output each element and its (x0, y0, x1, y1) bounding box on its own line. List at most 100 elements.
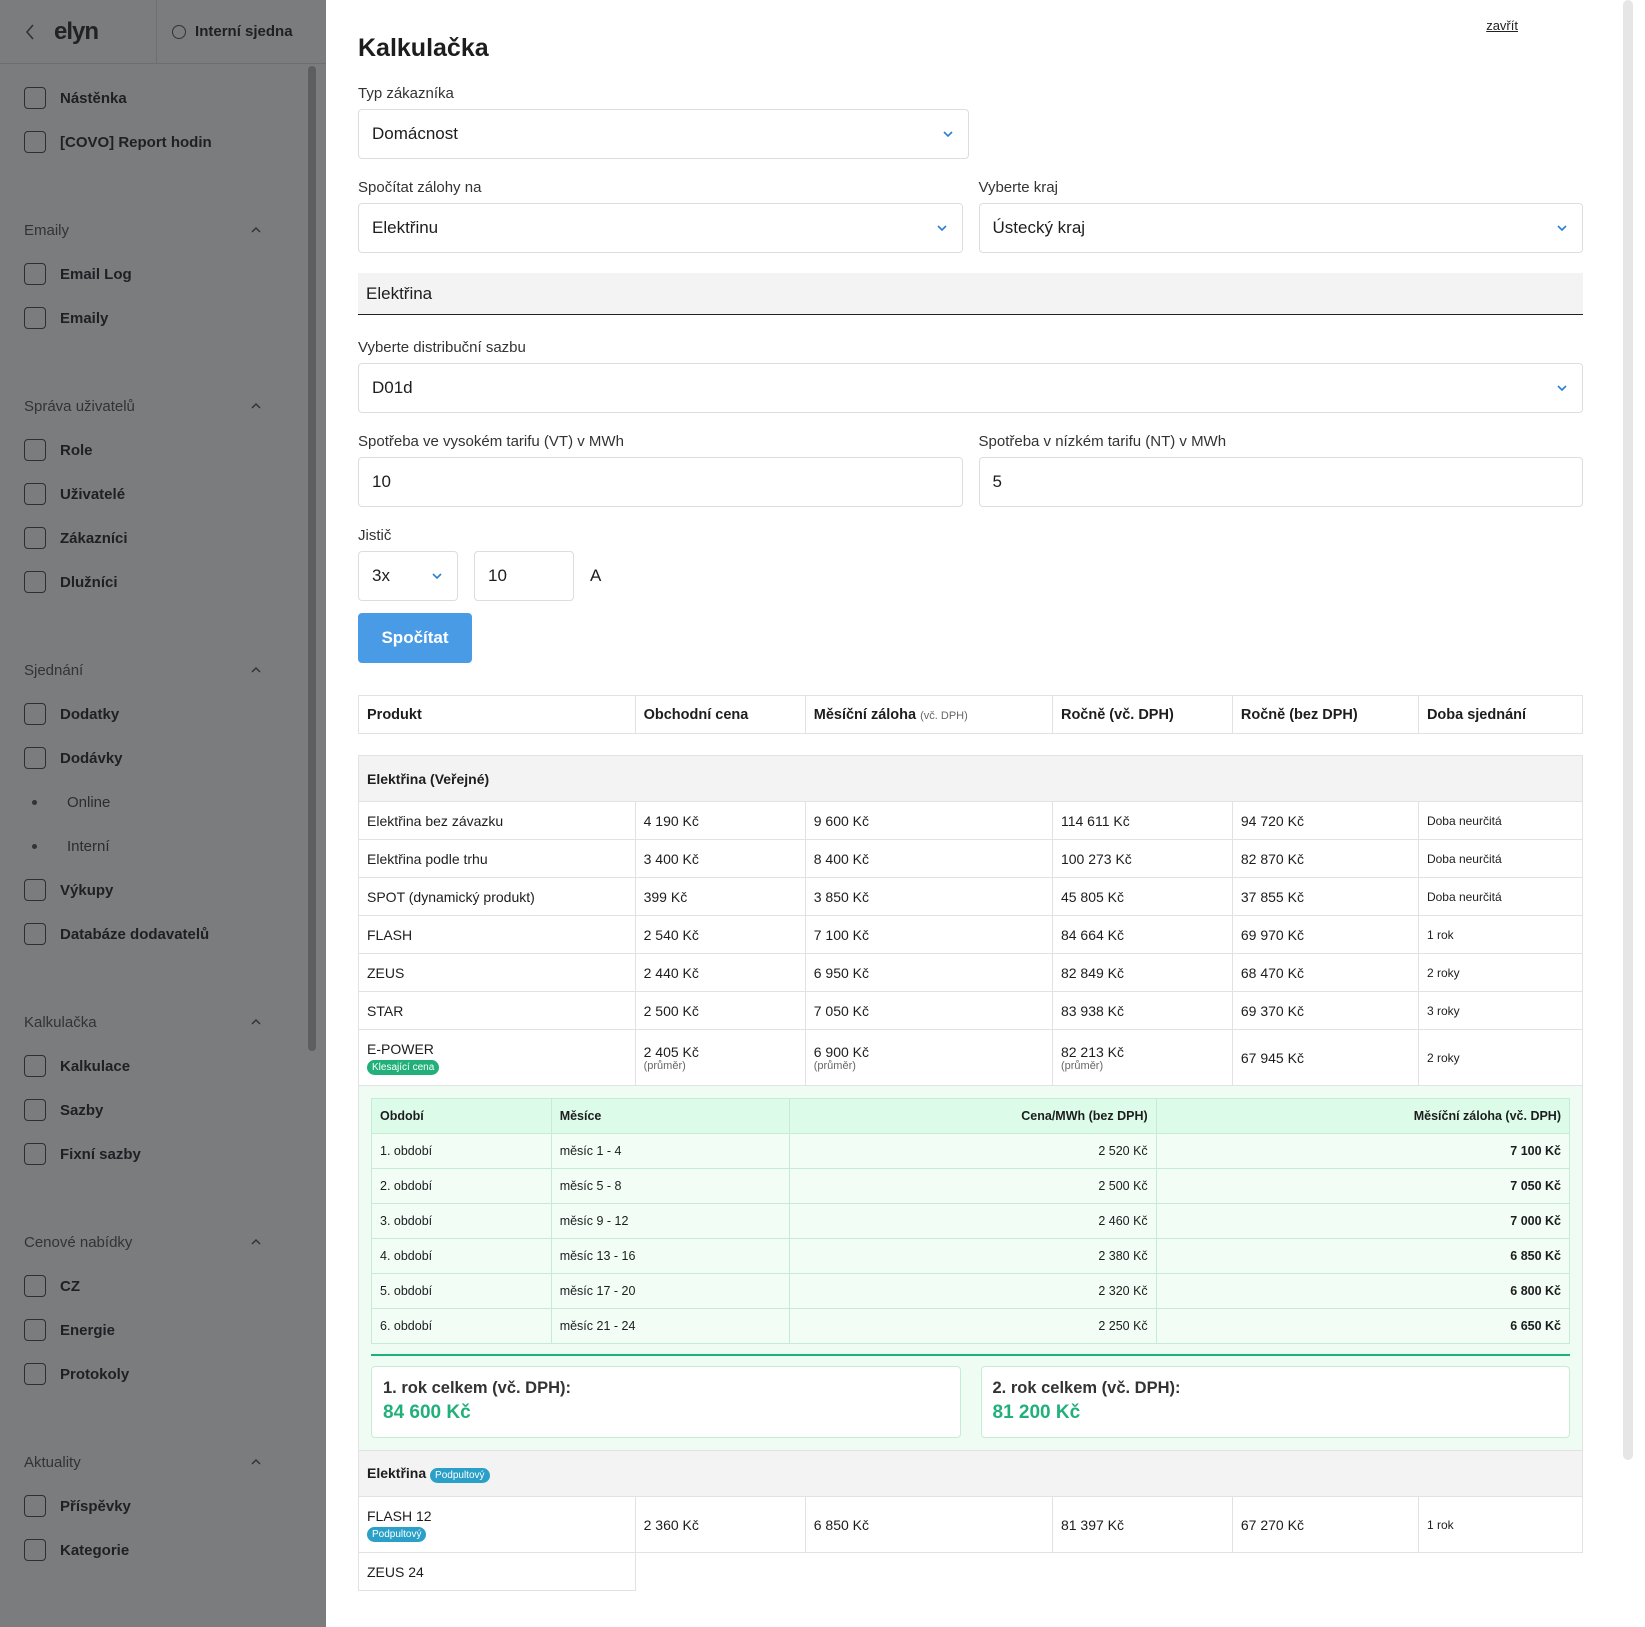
nav-item[interactable]: Zákazníci (0, 516, 326, 560)
select-value: Domácnost (372, 124, 458, 143)
group-label: Cenové nabídky (24, 1233, 133, 1251)
cell: 4 190 Kč (634, 801, 806, 840)
cell-text: Doba neurčitá (1426, 851, 1502, 866)
chevron (1557, 225, 1567, 232)
dot (32, 799, 37, 805)
back-icon[interactable] (24, 23, 36, 41)
close-link[interactable]: zavřít (1486, 18, 1518, 33)
cell-text: E-POWER (367, 1040, 434, 1057)
cell: 9 600 Kč (804, 801, 1053, 840)
badge: Podpultový (367, 1526, 427, 1542)
nav-item[interactable]: CZ (0, 1264, 326, 1308)
select[interactable]: Elektřinu (358, 203, 963, 253)
cell: SPOT (dynamický produkt) (358, 877, 636, 916)
nav-item[interactable]: Dodávky (0, 736, 326, 780)
select[interactable]: D01d (358, 363, 1583, 413)
nav-icon (24, 1143, 46, 1165)
nav-item[interactable]: Interní (0, 824, 326, 868)
cell: 114 611 Kč (1051, 801, 1233, 840)
nav-group-title[interactable]: Emaily (0, 208, 326, 252)
cell: 3 850 Kč (804, 877, 1053, 916)
cell: 6 850 Kč (804, 1496, 1053, 1553)
select[interactable]: 3x (358, 551, 458, 601)
nav-label: Kategorie (60, 1541, 130, 1559)
nav-label: Příspěvky (60, 1497, 131, 1515)
nav-item[interactable]: Emaily (0, 296, 326, 340)
cell-text: 2 roky (1426, 1050, 1460, 1065)
group-label: Správa uživatelů (24, 397, 135, 415)
input[interactable]: 5 (978, 457, 1583, 507)
nav-item[interactable]: Kategorie (0, 1528, 326, 1572)
cell: FLASH 12 Podpultový (358, 1496, 636, 1553)
cell: 399 Kč (634, 877, 806, 916)
nav-item[interactable]: Fixní sazby (0, 1132, 326, 1176)
nav-icon (24, 747, 46, 769)
nav-item[interactable]: Dlužníci (0, 560, 326, 604)
nav-item[interactable]: Energie (0, 1308, 326, 1352)
nav-item[interactable]: Dodatky (0, 692, 326, 736)
nav-item[interactable]: Kalkulace (0, 1044, 326, 1088)
nav-group-title[interactable]: Kalkulačka (0, 1000, 326, 1044)
chevron (943, 131, 953, 138)
detail-table: Období Měsíce Cena/MWh (bez DPH) Měsíční zá… (371, 1098, 1571, 1344)
nav-group-title[interactable]: Aktuality (0, 1440, 326, 1484)
nav-group-title[interactable]: Sjednání (0, 648, 326, 692)
detail-value: 6 800 Kč (1155, 1273, 1571, 1309)
cell-text: Doba neurčitá (1426, 813, 1502, 828)
nav-label: Dlužníci (60, 573, 118, 591)
nav-item[interactable]: [COVO] Report hodin (0, 120, 326, 164)
cell: 1 rok (1417, 1496, 1584, 1553)
nav-item[interactable]: Příspěvky (0, 1484, 326, 1528)
unit: A (590, 566, 602, 585)
product-row: ZEUS 2 440 Kč 6 950 Kč 82 849 Kč 68 470 Kč 2 … (358, 953, 1584, 992)
tab[interactable]: Interní sjedna (156, 0, 293, 64)
product-row: E-POWER Klesající cena 2 405 Kč (průměr) 6 9… (358, 1029, 1584, 1086)
cell-text: STAR (367, 1002, 404, 1019)
nav-item[interactable]: Uživatelé (0, 472, 326, 516)
cell: 67 270 Kč (1231, 1496, 1419, 1553)
calculate-button[interactable]: Spočítat (358, 613, 472, 663)
nav-label: Databáze dodavatelů (60, 925, 210, 943)
detail-value: 5. období (371, 1273, 552, 1309)
cell-text: 3 400 Kč (643, 850, 699, 867)
header-text: Obchodní cena (643, 706, 749, 723)
nav-item[interactable]: Protokoly (0, 1352, 326, 1396)
scrollbar (308, 66, 316, 1051)
detail-value: 2 250 Kč (789, 1308, 1157, 1344)
cell-text: 100 273 Kč (1060, 850, 1132, 867)
nav-item[interactable]: Online (0, 780, 326, 824)
group-title: Elektřina (367, 1464, 427, 1481)
spacer-cell (359, 734, 1583, 756)
cell: Doba neurčitá (1417, 877, 1584, 916)
nav-label: Dodávky (60, 749, 123, 767)
cell-text: 8 400 Kč (813, 850, 869, 867)
nav-icon (24, 703, 46, 725)
group-label: Emaily (24, 221, 70, 239)
field-label: Vyberte kraj (978, 179, 1058, 196)
cell: 8 400 Kč (804, 839, 1053, 878)
cell-text: 69 370 Kč (1240, 1002, 1304, 1019)
nav-item[interactable]: Výkupy (0, 868, 326, 912)
detail-value: 3. období (371, 1203, 552, 1239)
cell-text: 67 270 Kč (1240, 1516, 1304, 1533)
nav-group-title[interactable]: Cenové nabídky (0, 1220, 326, 1264)
sidebar: elyn Interní sjedna Nástěnka [COVO] Repor… (0, 0, 326, 1627)
select[interactable]: Ústecký kraj (978, 203, 1583, 253)
nav-item[interactable]: Email Log (0, 252, 326, 296)
nav-item[interactable]: Role (0, 428, 326, 472)
cell-text: ZEUS (367, 964, 405, 981)
nav-item[interactable]: Sazby (0, 1088, 326, 1132)
nav-item[interactable]: Databáze dodavatelů (0, 912, 326, 956)
cell: 2 roky (1417, 953, 1584, 992)
detail-period: 5. období měsíc 17 - 20 2 320 Kč 6 800 Kč (371, 1273, 1571, 1309)
select[interactable]: Domácnost (358, 109, 969, 159)
product-row: STAR 2 500 Kč 7 050 Kč 83 938 Kč 69 370 Kč 3 … (358, 991, 1584, 1030)
nav-label: Energie (60, 1321, 116, 1339)
nav-item[interactable]: Nástěnka (0, 76, 326, 120)
input[interactable]: 10 (474, 551, 574, 601)
nav-group-title[interactable]: Správa uživatelů (0, 384, 326, 428)
input[interactable]: 10 (358, 457, 963, 507)
detail-value: 7 000 Kč (1155, 1203, 1571, 1239)
cell: 37 855 Kč (1231, 877, 1419, 916)
cell: ZEUS (358, 953, 636, 992)
